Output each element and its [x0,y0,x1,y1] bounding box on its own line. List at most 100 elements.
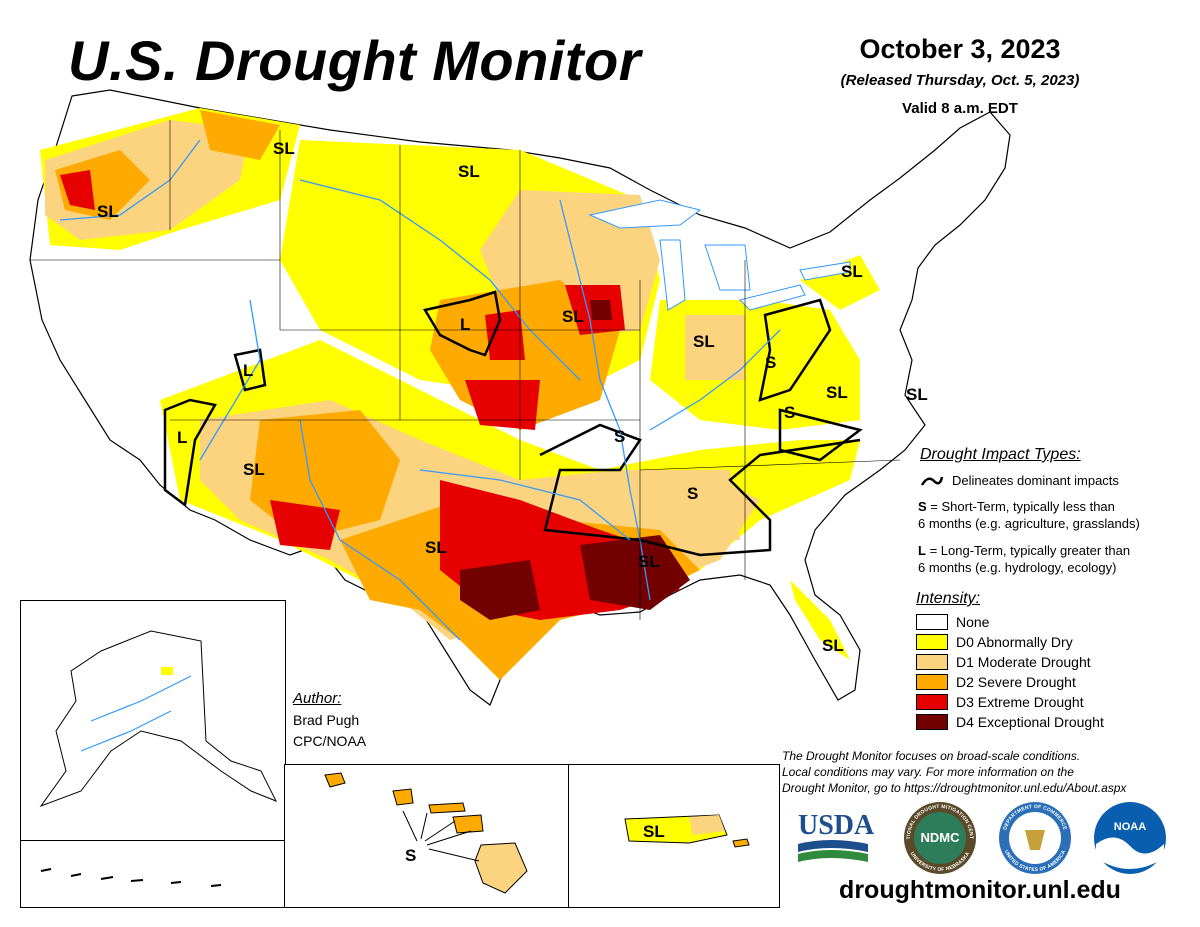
usda-logo: USDA [798,810,875,862]
impact-label: SL [643,822,665,841]
alaska-river-2 [80,710,172,752]
impact-label: SL [97,202,119,221]
great-lakes [588,199,851,311]
drought-shading [40,108,880,680]
d4-region-tx [460,560,540,620]
columbia-river [59,139,201,221]
d0-region-fl [790,580,850,660]
short-term-desc: = Short-Term, typically less than [926,499,1115,514]
state-boundaries [30,120,901,620]
legend-label: D2 Severe Drought [956,674,1076,690]
doc-seal: DEPARTMENT OF COMMERCE UNITED STATES OF … [999,802,1071,874]
map-title: U.S. Drought Monitor [68,29,642,92]
impact-label: S [405,846,416,865]
mississippi-river [559,199,651,601]
d2-region-mt [200,110,280,160]
impact-label: S [784,403,795,422]
boundary-az [163,398,217,508]
release-date: (Released Thursday, Oct. 5, 2023) [840,72,1080,89]
d3-region-ne [485,310,525,360]
impact-label: SL [425,538,447,557]
author-name: Brad Pugh [293,712,360,728]
legend-row-none: None [916,612,1104,632]
d0-region-ny [800,255,880,310]
map-date: October 3, 2023 [859,34,1061,64]
legend-row-d4: D4 Exceptional Drought [916,712,1104,732]
disclaimer: The Drought Monitor focuses on broad-sca… [782,748,1152,796]
lake-ontario [799,261,851,281]
alaska-river-1 [90,675,192,722]
impact-label: SL [273,139,295,158]
impact-label: SL [693,332,715,351]
impact-label: SL [458,162,480,181]
pr-d1-area [689,815,725,835]
legend-row-d0: D0 Abnormally Dry [916,632,1104,652]
long-term-desc: = Long-Term, typically greater than [925,543,1131,558]
alaska-d0-spot [161,667,173,675]
red-river [419,469,631,541]
boundary-in [778,408,863,462]
short-term-key: S = Short-Term, typically less than 6 mo… [918,498,1140,532]
impact-label: SL [822,636,844,655]
lake-superior [588,199,702,229]
aleutian-map [40,868,222,887]
aleutian-inset [20,840,286,908]
aleutian-islands [40,868,222,887]
boundary-ne [423,290,502,357]
impact-label: SL [906,385,928,404]
boundary-oh [758,298,832,402]
impact-line-icon [920,476,944,486]
d1-region-ga [680,470,740,540]
d4-region-la [580,535,690,610]
impact-label: SL [638,552,660,571]
colorado-river [199,299,261,461]
swatch-d4 [916,714,948,730]
missouri-river [299,179,581,381]
puerto-rico-map: SL [624,814,750,848]
impact-label: S [687,484,698,503]
long-term-letter: L [918,543,926,558]
rio-grande [299,419,461,641]
hawaii-map: S [324,772,528,894]
molokai [428,802,466,814]
d3-region-nw [60,170,95,210]
agency-logos: USDA NDMC NATIONAL DROUGHT MITIGATION CE… [790,800,1166,874]
boundary-ut [233,348,267,392]
oahu [392,788,414,806]
author-org: CPC/NOAA [293,733,367,749]
d1-region-indiana [685,315,745,380]
legend-label: D3 Extreme Drought [956,694,1084,710]
impact-labels: SL SL SL L SL L L SL SL SL S S SL S S SL… [97,139,928,655]
puerto-rico-inset: SL [568,764,780,908]
vieques [732,838,750,848]
delineates-text: Delineates dominant impacts [952,473,1119,488]
impact-label: L [177,428,187,447]
lake-michigan [659,239,686,311]
swatch-d3 [916,694,948,710]
legend-row-d2: D2 Severe Drought [916,672,1104,692]
alaska-outline [39,630,278,808]
swatch-none [916,614,948,630]
legend-label: D1 Moderate Drought [956,654,1091,670]
impact-types-title: Drought Impact Types: [920,446,1081,463]
impact-label: S [614,427,625,446]
swatch-d1 [916,654,948,670]
short-term-desc-2: 6 months (e.g. agriculture, grasslands) [918,516,1140,531]
alaska-map [39,630,278,808]
noaa-logo: NOAA [1094,802,1166,874]
legend-label: None [956,614,990,630]
lake-huron [704,244,751,291]
impact-label: SL [841,262,863,281]
long-term-desc-2: 6 months (e.g. hydrology, ecology) [918,560,1117,575]
swatch-d2 [916,674,948,690]
disclaimer-line: Drought Monitor, go to https://droughtmo… [782,781,1127,795]
impact-label: SL [243,460,265,479]
disclaimer-line: The Drought Monitor focuses on broad-sca… [782,749,1081,763]
delineates-row: Delineates dominant impacts [920,472,1119,489]
swatch-d0 [916,634,948,650]
intensity-title: Intensity: [916,590,981,607]
legend-label: D4 Exceptional Drought [956,714,1104,730]
legend-row-d1: D1 Moderate Drought [916,652,1104,672]
disclaimer-line: Local conditions may vary. For more info… [782,765,1074,779]
impact-label: L [243,361,253,380]
